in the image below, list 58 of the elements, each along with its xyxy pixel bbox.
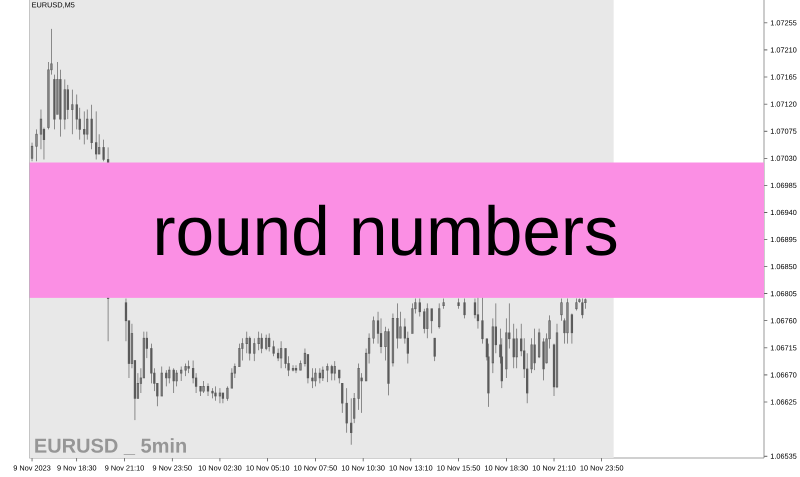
candlestick (463, 298, 466, 319)
candlestick (168, 366, 170, 384)
candlestick (294, 364, 298, 374)
candlestick (322, 366, 324, 382)
candlestick (512, 323, 515, 369)
candlestick (581, 298, 584, 319)
candlestick (299, 360, 302, 370)
candlestick (438, 302, 440, 329)
candlestick (542, 338, 545, 381)
candlestick (214, 386, 217, 402)
candlestick (202, 380, 205, 394)
candlestick (30, 142, 34, 162)
candlestick (334, 360, 336, 381)
candlestick (230, 368, 234, 389)
candlestick (481, 296, 484, 344)
candlestick (358, 363, 360, 410)
candlestick (280, 340, 282, 369)
candlestick (206, 383, 210, 396)
candlestick (430, 308, 433, 334)
candlestick (411, 302, 414, 334)
candlestick (372, 316, 375, 344)
candlestick (265, 334, 268, 351)
candlestick (272, 340, 275, 357)
candlestick (318, 368, 322, 384)
candlestick (180, 366, 182, 382)
candlestick (442, 298, 445, 310)
candlestick (253, 338, 256, 362)
annotation: EURUSD _ 5min (35, 438, 186, 456)
candlestick (516, 328, 518, 369)
candlestick (187, 360, 190, 374)
candlestick (418, 298, 421, 317)
candlestick (434, 338, 436, 362)
candlestick (476, 296, 480, 329)
candlestick (575, 298, 578, 311)
candlestick (184, 363, 187, 376)
candlestick (326, 363, 328, 382)
candlestick (346, 388, 348, 434)
candlestick (160, 366, 163, 396)
candlestick (218, 388, 222, 404)
candlestick (268, 333, 270, 352)
candlestick (533, 328, 536, 370)
candlestick (83, 110, 86, 145)
band-label: round numbers (157, 204, 616, 256)
candlestick (64, 79, 66, 130)
candlestick (330, 364, 333, 381)
candlestick (426, 302, 428, 339)
candlestick (165, 370, 168, 387)
candlestick (90, 104, 93, 150)
candlestick (260, 333, 263, 354)
candlestick (172, 368, 175, 394)
candlestick (258, 331, 260, 351)
candlestick (95, 110, 98, 160)
candlestick (35, 129, 38, 162)
candlestick (292, 364, 294, 372)
candlestick (71, 89, 74, 135)
candlestick (457, 298, 460, 310)
candlestick (311, 368, 314, 389)
candlestick (211, 388, 214, 399)
